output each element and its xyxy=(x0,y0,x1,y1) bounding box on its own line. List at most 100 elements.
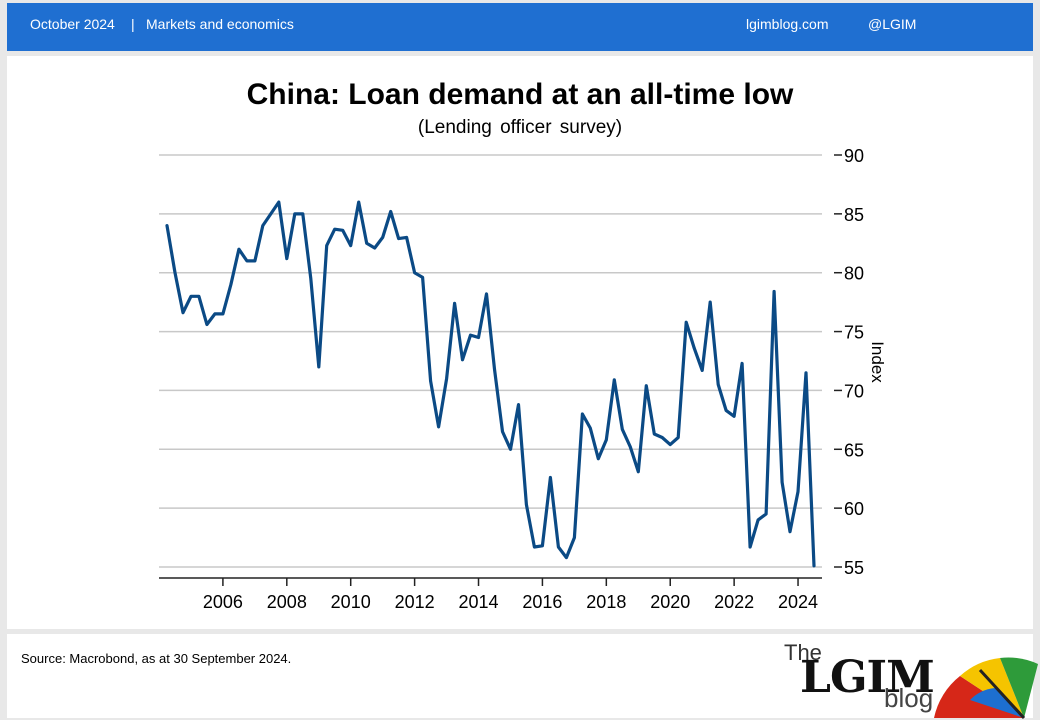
data-point xyxy=(373,246,376,250)
data-point xyxy=(397,237,400,240)
data-point xyxy=(613,378,616,381)
data-point xyxy=(557,545,560,549)
data-point xyxy=(365,242,368,245)
data-point xyxy=(701,369,704,372)
x-tick-label: 2024 xyxy=(778,592,818,612)
data-point xyxy=(740,362,744,365)
header-separator: | xyxy=(131,16,135,32)
data-point xyxy=(349,244,352,247)
data-point xyxy=(629,445,632,449)
data-point xyxy=(477,336,480,339)
data-point xyxy=(261,224,264,227)
data-point xyxy=(485,292,488,296)
axes: 55 60 65 70 75 80 85 90 2006 2008 2010 2012 2014 2016… xyxy=(159,146,864,612)
data-point xyxy=(325,244,328,247)
x-tick-label: 2012 xyxy=(395,592,435,612)
data-point xyxy=(748,545,752,549)
data-point xyxy=(597,457,600,460)
data-point xyxy=(804,371,808,374)
data-point xyxy=(669,443,672,446)
data-point xyxy=(812,564,816,567)
chart-title: China: Loan demand at an all-time low xyxy=(246,78,794,111)
data-point xyxy=(221,312,225,316)
x-tick-label: 2022 xyxy=(714,592,754,612)
x-tick-label: 2010 xyxy=(331,592,371,612)
data-point xyxy=(413,271,416,274)
y-tick-label: 80 xyxy=(844,264,864,284)
data-point xyxy=(301,212,304,216)
data-point xyxy=(205,323,209,326)
series-line xyxy=(165,200,816,568)
data-point xyxy=(421,276,424,279)
logo-the: The xyxy=(784,640,822,665)
data-point xyxy=(517,403,520,406)
x-tick-label: 2006 xyxy=(203,592,243,612)
data-point xyxy=(573,536,576,539)
data-point xyxy=(389,210,392,213)
data-point xyxy=(317,365,320,369)
header-date: October 2024 xyxy=(30,16,115,32)
data-point xyxy=(637,470,640,473)
data-point xyxy=(677,436,680,439)
data-point xyxy=(333,228,336,231)
data-point xyxy=(501,430,504,433)
data-point xyxy=(213,312,217,316)
data-point xyxy=(341,229,344,232)
x-tick-label: 2008 xyxy=(267,592,307,612)
data-point xyxy=(756,518,760,522)
header-website-link[interactable]: lgimblog.com xyxy=(746,16,829,32)
data-point xyxy=(285,257,288,260)
umbrella-logo-graphic xyxy=(934,657,1038,720)
data-point xyxy=(732,415,736,418)
data-point xyxy=(277,200,280,204)
data-point xyxy=(645,384,648,387)
data-point xyxy=(357,200,360,204)
data-point xyxy=(245,259,249,263)
data-point xyxy=(229,283,233,286)
header-twitter-handle[interactable]: @LGIM xyxy=(868,16,917,32)
logo-blog: blog xyxy=(884,683,934,713)
data-point xyxy=(469,333,472,337)
data-point xyxy=(509,448,512,451)
data-point xyxy=(525,503,528,506)
x-tick-label: 2014 xyxy=(458,592,498,612)
data-point xyxy=(653,432,656,436)
data-point xyxy=(437,425,440,429)
y-tick-label: 55 xyxy=(844,558,864,578)
data-point xyxy=(541,544,544,547)
data-point xyxy=(605,438,608,442)
data-point xyxy=(381,236,384,239)
data-point xyxy=(173,271,177,274)
data-point xyxy=(197,295,201,298)
data-point xyxy=(788,530,792,533)
header-category[interactable]: Markets and economics xyxy=(146,16,294,32)
data-point xyxy=(549,476,552,479)
data-point xyxy=(461,358,464,361)
data-point xyxy=(772,290,776,293)
footer-panel xyxy=(7,634,1033,718)
y-axis-label: Index xyxy=(868,341,887,383)
x-tick-label: 2018 xyxy=(586,592,626,612)
data-point xyxy=(445,377,448,380)
y-tick-label: 70 xyxy=(844,381,864,401)
data-point xyxy=(565,556,568,559)
data-point xyxy=(453,302,456,305)
chart-subtitle: (Lending officer survey) xyxy=(417,117,623,138)
y-tick-label: 85 xyxy=(844,205,864,225)
data-point xyxy=(717,383,720,386)
x-tick-label: 2020 xyxy=(650,592,690,612)
data-point xyxy=(589,426,592,430)
data-point xyxy=(685,321,688,324)
data-point xyxy=(581,412,584,416)
chart-panel xyxy=(7,56,1033,629)
top-banner xyxy=(7,3,1033,51)
data-point xyxy=(405,236,408,239)
data-point xyxy=(796,490,800,493)
data-point xyxy=(493,368,496,371)
data-point xyxy=(293,212,296,216)
data-point xyxy=(269,212,272,216)
data-point xyxy=(621,428,624,431)
y-tick-label: 90 xyxy=(844,146,864,166)
data-point xyxy=(661,436,664,439)
